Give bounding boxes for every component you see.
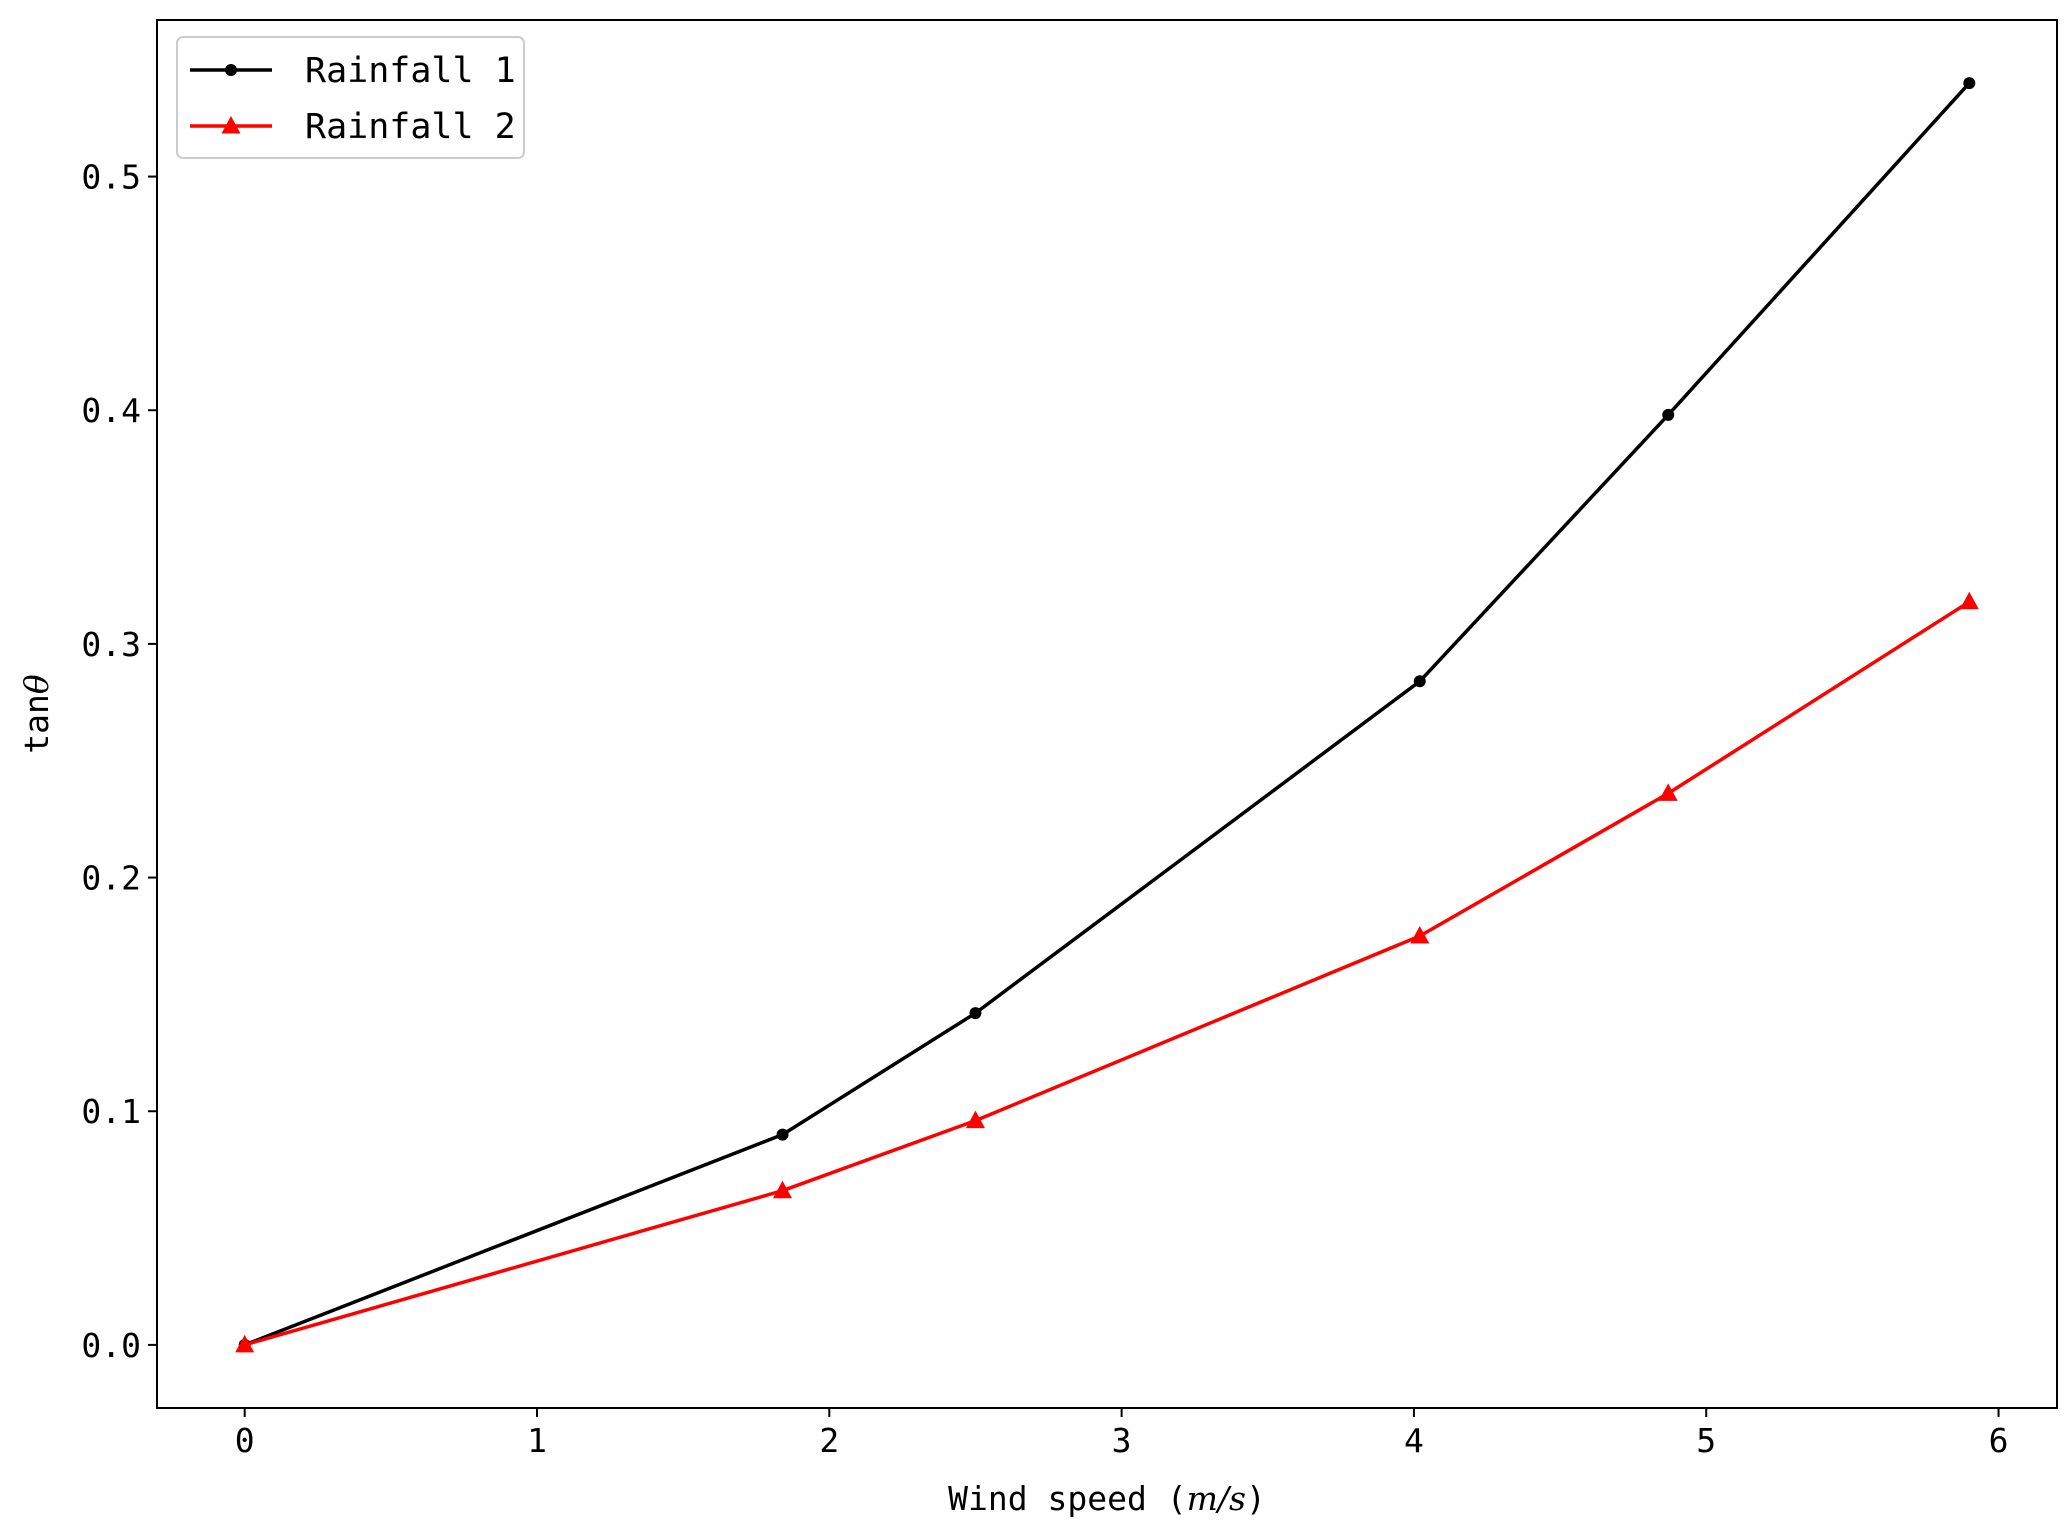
y-tick-label: 0.4 [81, 391, 141, 430]
series-layer [235, 77, 1979, 1353]
y-axis-label-prefix: tan [17, 694, 56, 754]
x-axis: 0 1 2 3 4 5 6 [235, 1408, 2009, 1460]
data-point-triangle [966, 1110, 985, 1129]
data-point-triangle [1410, 926, 1430, 944]
y-tick-label: 0.0 [81, 1326, 141, 1365]
data-point-triangle [235, 1334, 255, 1353]
legend-marker-1 [225, 64, 237, 76]
data-point-circle [1413, 675, 1426, 688]
legend: Rainfall 1 Rainfall 2 [176, 36, 525, 159]
data-point-triangle [773, 1180, 792, 1199]
legend-entries: Rainfall 1 Rainfall 2 [190, 51, 516, 147]
y-axis-label-symbol: θ [17, 674, 56, 694]
series-2-line [244, 600, 1971, 1347]
y-tick-label: 0.1 [81, 1092, 141, 1131]
legend-entry-1: Rainfall 1 [190, 51, 516, 91]
x-tick-label: 5 [1696, 1421, 1716, 1460]
legend-label-2: Rainfall 2 [305, 107, 516, 147]
x-axis-label-unit: m/s [1187, 1479, 1246, 1518]
plot-frame [156, 19, 2058, 1409]
x-axis-label-prefix: Wind speed ( [948, 1479, 1186, 1518]
y-axis: 0.0 0.1 0.2 0.3 0.4 0.5 [81, 158, 157, 1365]
y-tick-label: 0.5 [81, 158, 141, 197]
data-point-circle [1662, 408, 1675, 421]
data-point-circle [969, 1007, 982, 1020]
y-axis-label: tanθ [17, 674, 56, 754]
data-point-triangle [1959, 591, 1979, 610]
x-tick-label: 4 [1404, 1421, 1424, 1460]
series-2 [235, 591, 1979, 1353]
series-1-line [244, 81, 1971, 1347]
data-point-triangle [1658, 783, 1678, 801]
x-tick-label: 0 [235, 1421, 255, 1460]
x-axis-label: Wind speed (m/s) [948, 1479, 1266, 1518]
legend-marker-2 [221, 116, 241, 134]
data-point-circle [776, 1128, 789, 1141]
x-tick-label: 1 [527, 1421, 547, 1460]
x-tick-label: 6 [1989, 1421, 2009, 1460]
y-tick-label: 0.2 [81, 859, 141, 898]
x-tick-label: 2 [819, 1421, 839, 1460]
legend-label-1: Rainfall 1 [305, 51, 516, 91]
x-axis-label-suffix: ) [1246, 1479, 1266, 1518]
x-tick-label: 3 [1112, 1421, 1132, 1460]
data-point-circle [1963, 77, 1976, 90]
legend-entry-2: Rainfall 2 [190, 107, 516, 147]
y-tick-label: 0.3 [81, 625, 141, 664]
